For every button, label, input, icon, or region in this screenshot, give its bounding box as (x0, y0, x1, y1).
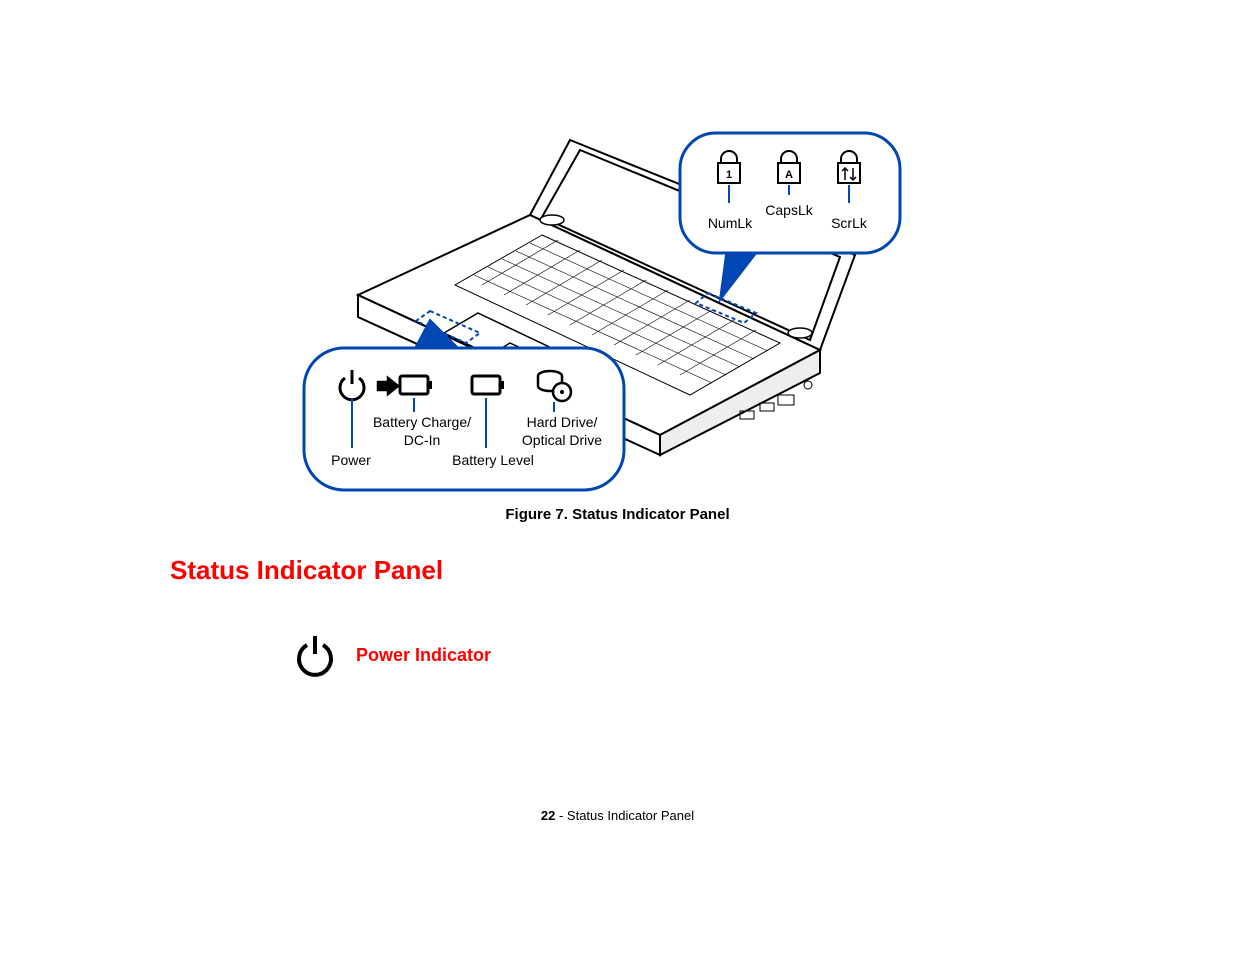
capslk-label: CapsLk (758, 202, 820, 218)
power-label: Power (316, 452, 386, 468)
page-footer: 22 - Status Indicator Panel (0, 808, 1235, 823)
power-indicator-heading: Power Indicator (356, 645, 491, 666)
optical-label-line2: Optical Drive (502, 432, 622, 448)
battery-charge-label-line1: Battery Charge/ (362, 414, 482, 430)
numlk-label: NumLk (700, 215, 760, 231)
section-heading: Status Indicator Panel (170, 555, 443, 586)
svg-text:1: 1 (726, 169, 732, 181)
battery-charge-label-line2: DC-In (362, 432, 482, 448)
scrlk-label: ScrLk (820, 215, 878, 231)
optical-label-line1: Hard Drive/ (502, 414, 622, 430)
battery-level-label: Battery Level (438, 452, 548, 468)
footer-sep: - (555, 808, 567, 823)
figure-caption: Figure 7. Status Indicator Panel (0, 506, 1235, 523)
page-number: 22 (541, 808, 555, 823)
document-page: 1 A NumLk CapsLk ScrLk (0, 0, 1235, 954)
power-icon (290, 630, 340, 680)
svg-text:A: A (785, 169, 793, 181)
footer-section: Status Indicator Panel (567, 808, 694, 823)
